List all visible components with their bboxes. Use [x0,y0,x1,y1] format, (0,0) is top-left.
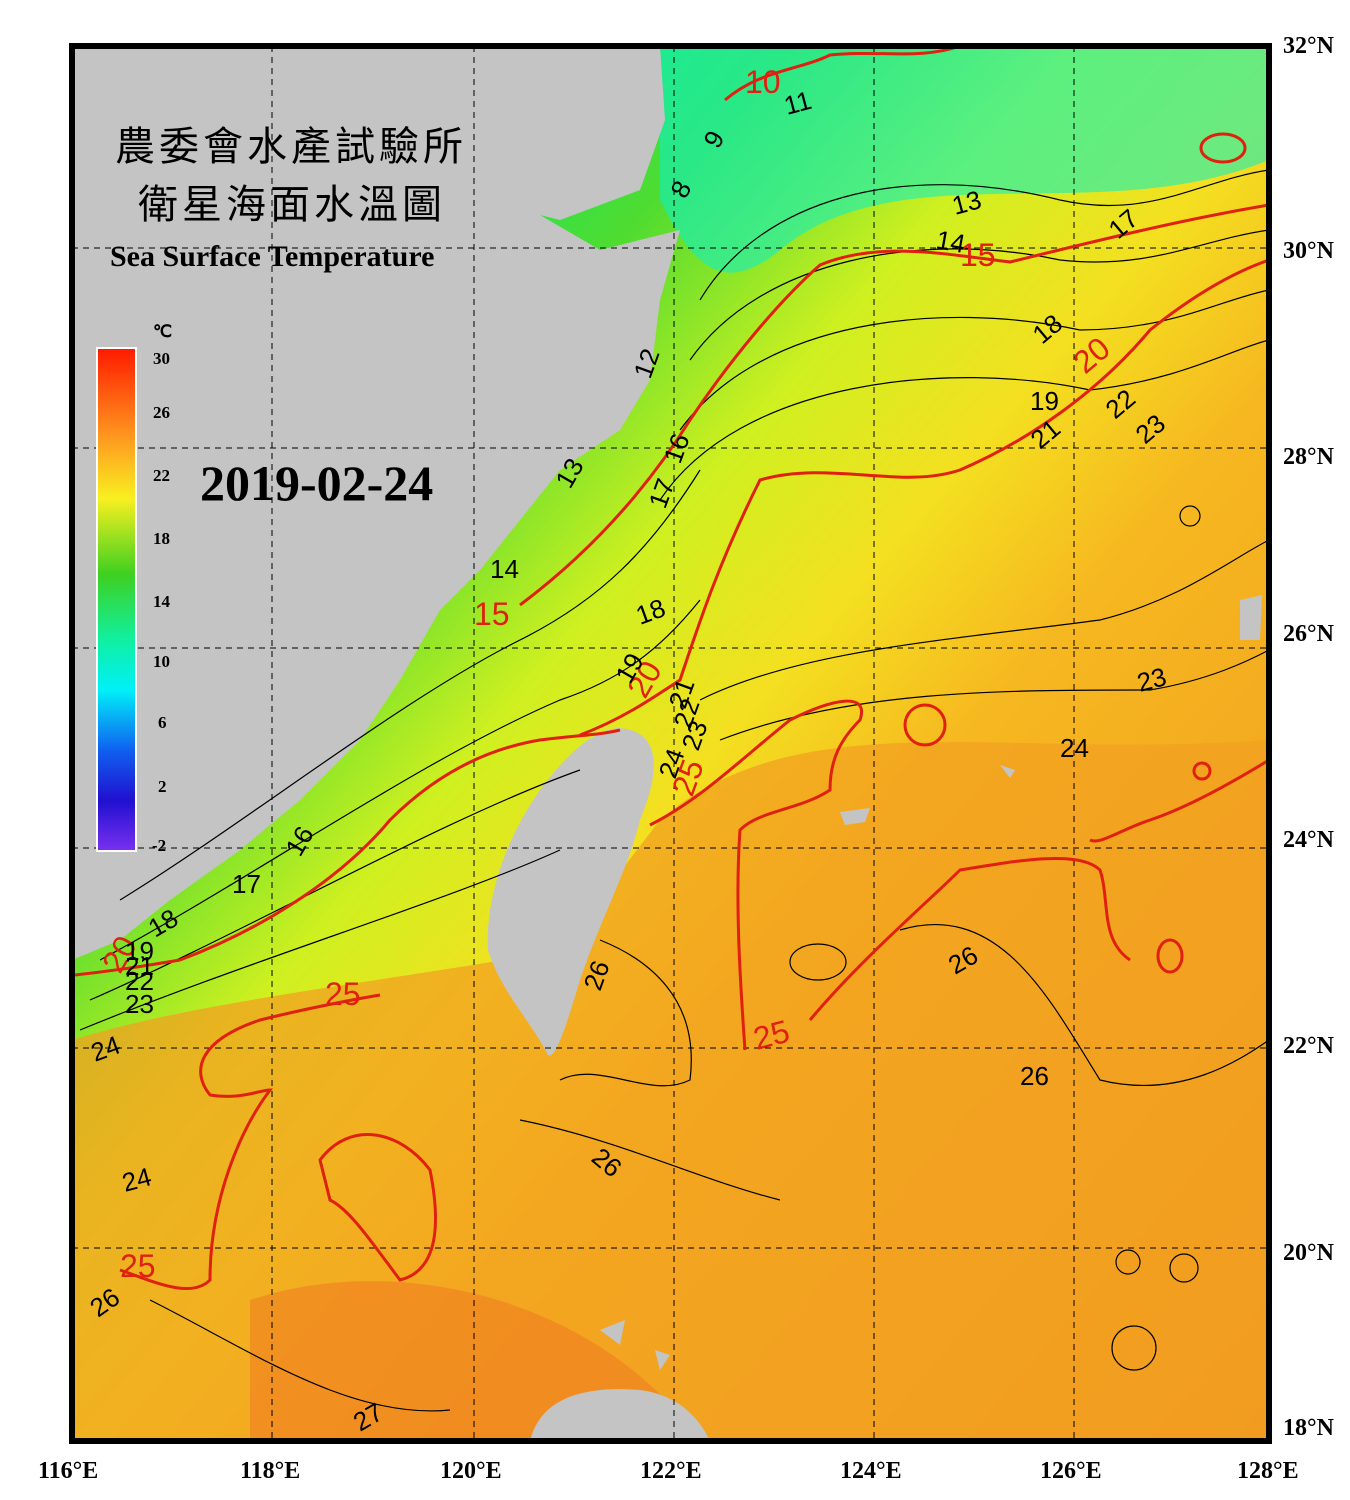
colorbar-tick: 2 [158,777,167,796]
mainland-china [72,46,680,960]
colorbar-unit: ℃ [153,322,172,341]
map-area: 10 15 15 20 20 20 25 25 25 25 11 9 8 13 … [72,46,1269,1441]
isotherm-label: 24 [1060,733,1089,763]
lon-label: 116°E [38,1458,98,1484]
isotherm-label-red: 15 [960,237,996,273]
colorbar-tick: 14 [153,592,171,611]
lon-label: 126°E [1040,1458,1102,1484]
small-island [1000,765,1015,778]
isotherm-label: 21 [125,951,154,981]
longitude-labels: 116°E 118°E 120°E 122°E 124°E 126°E 128°… [38,1458,1299,1484]
lat-label: 20°N [1283,1240,1335,1266]
latitude-labels: 32°N 30°N 28°N 26°N 24°N 22°N 20°N 18°N [1283,33,1335,1441]
lat-label: 22°N [1283,1033,1335,1059]
isotherm-label: 19 [1030,386,1059,416]
lat-label: 28°N [1283,444,1335,470]
isotherm-label: 19 [125,936,154,966]
map-frame [69,43,1272,1444]
luzon-tip [530,1389,710,1441]
title-english: Sea Surface Temperature [110,240,434,273]
warm-water-region [72,740,1269,1441]
map-date: 2019-02-24 [200,455,433,511]
colorbar-tick: 30 [153,349,170,368]
title-chinese-line2: 衛星海面水溫圖 [138,182,446,228]
isotherm-label-red: 15 [474,596,510,632]
colorbar-tick: 26 [153,403,170,422]
black-isotherms [79,169,1269,1412]
lon-label: 118°E [240,1458,300,1484]
isotherm-label: 14 [490,554,519,584]
cold-water-region [660,46,1269,273]
red-isotherms [74,46,1269,1290]
small-island [655,1350,670,1370]
isotherm-label-red: 10 [745,64,781,100]
colorbar-tick: 6 [158,713,167,732]
small-island [600,1320,625,1345]
title-chinese-line1: 農委會水產試驗所 [115,124,467,170]
lat-label: 18°N [1283,1415,1335,1441]
colorbar-ramp [96,347,137,852]
okinawa-island [1240,595,1262,640]
colorbar: ℃ 30 26 22 18 14 10 6 2 -2 [96,322,172,855]
colorbar-tick: 18 [153,529,170,548]
isotherm-label: 14 [934,224,968,259]
colorbar-tick: -2 [152,836,166,855]
small-island [840,808,870,825]
colorbar-tick: 22 [153,466,170,485]
lon-label: 122°E [640,1458,702,1484]
isotherm-label: 22 [125,966,154,996]
lon-label: 124°E [840,1458,902,1484]
isotherm-label: 17 [232,869,261,899]
isotherm-label: 26 [1020,1061,1049,1091]
lat-label: 26°N [1283,621,1335,647]
lat-label: 32°N [1283,33,1335,59]
isotherm-label-red: 25 [120,1248,156,1284]
taiwan-island [487,728,654,1056]
isotherm-label: 23 [125,989,154,1019]
isotherm-label-red: 25 [325,976,361,1012]
lat-label: 30°N [1283,238,1335,264]
colorbar-tick: 10 [153,652,170,671]
lat-label: 24°N [1283,827,1335,853]
graticule [72,46,1269,1441]
lon-label: 128°E [1237,1458,1299,1484]
lon-label: 120°E [440,1458,502,1484]
